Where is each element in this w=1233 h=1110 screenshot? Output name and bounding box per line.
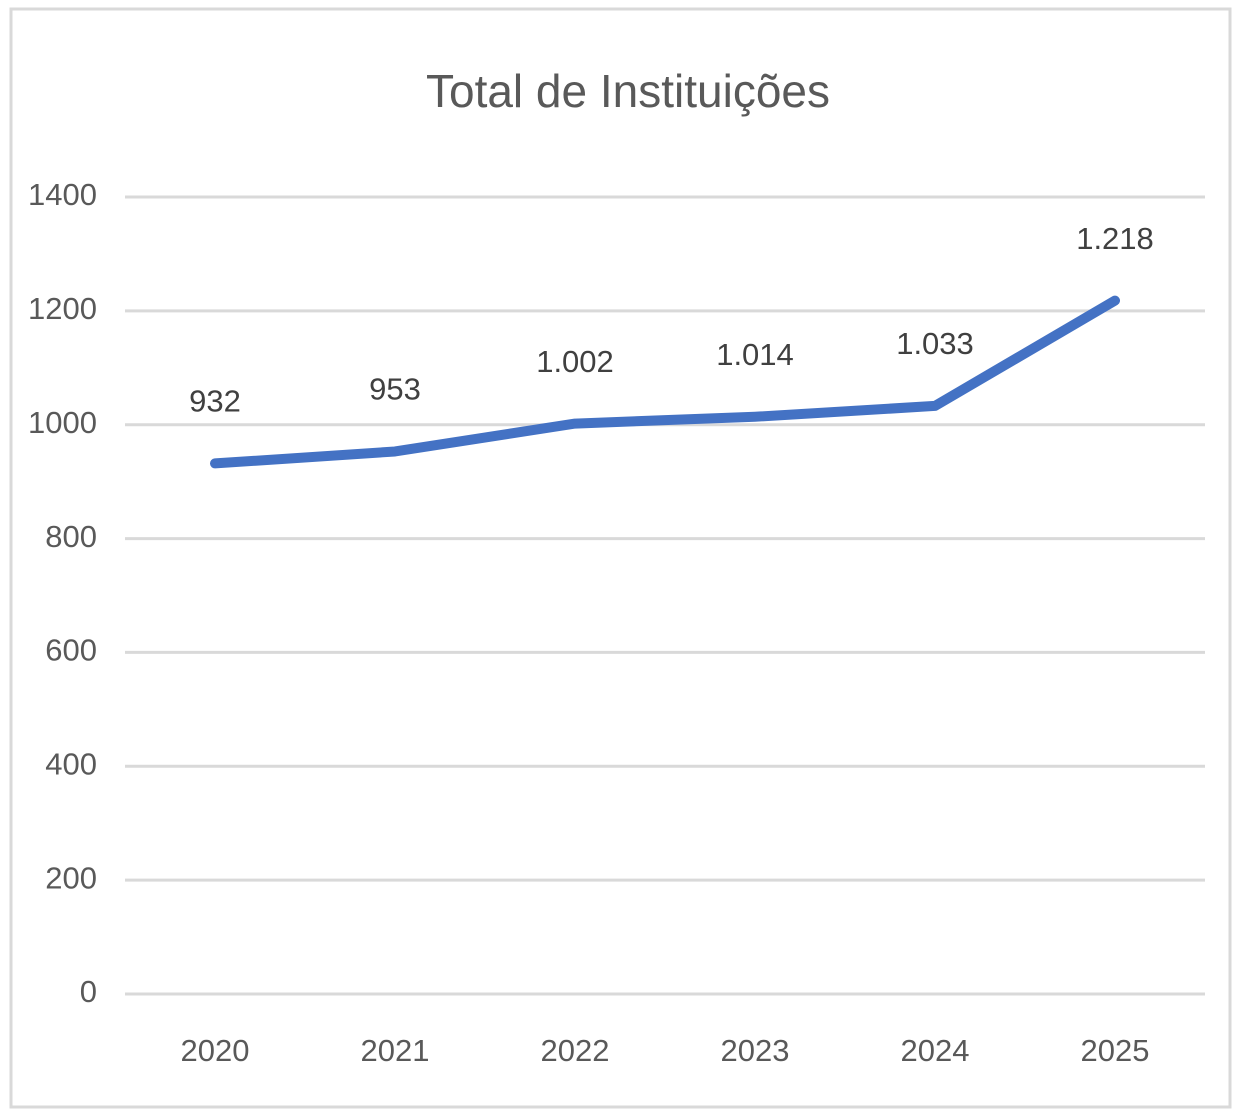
x-tick-label: 2023 — [721, 1033, 790, 1068]
data-label: 1.002 — [536, 344, 614, 379]
y-tick-label: 0 — [80, 974, 97, 1009]
y-tick-label: 600 — [45, 633, 97, 668]
x-tick-label: 2020 — [181, 1033, 250, 1068]
y-tick-label: 400 — [45, 746, 97, 781]
x-tick-label: 2024 — [901, 1033, 970, 1068]
y-tick-label: 800 — [45, 519, 97, 554]
data-label: 1.218 — [1076, 221, 1154, 256]
chart-title: Total de Instituições — [426, 65, 830, 117]
data-label: 1.033 — [896, 326, 974, 361]
chart-frame — [9, 7, 1232, 1109]
y-tick-label: 1400 — [28, 177, 97, 212]
y-tick-label: 1000 — [28, 405, 97, 440]
y-tick-label: 1200 — [28, 291, 97, 326]
x-tick-label: 2021 — [361, 1033, 430, 1068]
y-tick-label: 200 — [45, 860, 97, 895]
line — [210, 295, 1120, 469]
x-tick-label: 2025 — [1081, 1033, 1150, 1068]
data-label: 1.014 — [716, 337, 794, 372]
data-label: 932 — [189, 384, 241, 419]
data-label: 953 — [369, 372, 421, 407]
x-tick-label: 2022 — [541, 1033, 610, 1068]
